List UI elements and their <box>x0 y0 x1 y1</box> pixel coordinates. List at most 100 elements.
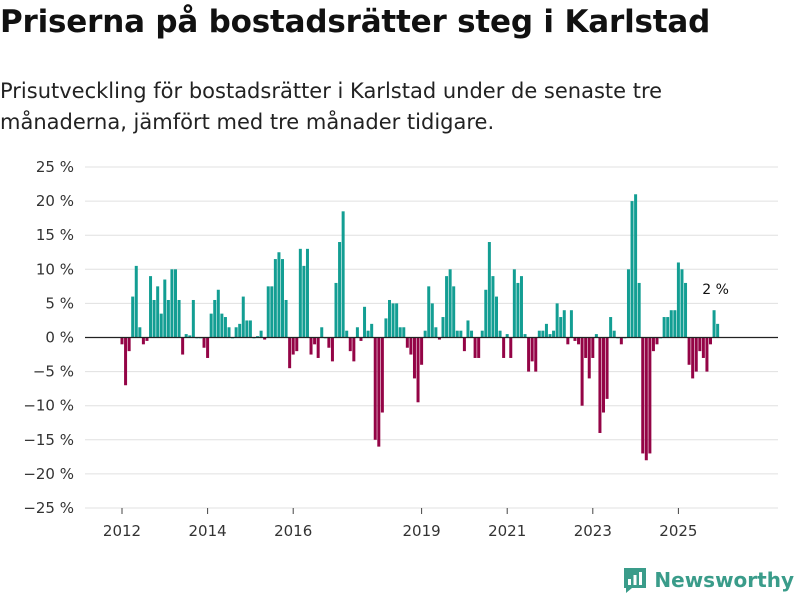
x-tick-label: 2023 <box>574 522 612 540</box>
bar <box>687 337 691 365</box>
bar <box>487 242 491 338</box>
bar <box>338 242 342 338</box>
bar <box>320 327 324 338</box>
bar <box>423 330 427 338</box>
bar <box>544 323 548 338</box>
x-tick-label: 2021 <box>488 522 526 540</box>
bar <box>587 337 591 379</box>
newsworthy-brand[interactable]: Newsworthy <box>622 566 794 594</box>
bar <box>241 296 245 338</box>
x-tick-label: 2016 <box>274 522 312 540</box>
bar <box>227 327 231 338</box>
bar <box>480 330 484 338</box>
bar <box>348 337 352 352</box>
bar <box>648 337 652 454</box>
brand-name: Newsworthy <box>654 568 794 592</box>
bar <box>149 276 153 338</box>
bar <box>573 337 577 341</box>
y-tick-label: −5 % <box>33 363 74 381</box>
bar <box>341 211 345 338</box>
x-tick-label: 2014 <box>189 522 227 540</box>
newsworthy-logo-icon <box>624 568 647 593</box>
bar <box>594 334 598 338</box>
bar <box>295 337 299 352</box>
bar <box>541 330 545 338</box>
bar <box>134 265 138 338</box>
bar <box>577 337 581 345</box>
bar <box>634 194 638 338</box>
y-tick-label: 0 % <box>45 329 74 347</box>
bar <box>316 337 320 358</box>
bar <box>216 289 220 338</box>
bar <box>163 279 167 338</box>
bar <box>459 330 463 338</box>
bar <box>277 252 281 338</box>
bar <box>220 313 224 338</box>
bar <box>562 310 566 338</box>
bar <box>259 330 263 338</box>
bar <box>470 330 474 338</box>
bar <box>298 248 302 338</box>
bar <box>391 303 395 338</box>
bar <box>445 276 449 338</box>
bar <box>605 337 609 399</box>
bar <box>523 334 527 338</box>
bar <box>412 337 416 379</box>
bar <box>434 327 438 338</box>
bar <box>441 317 445 338</box>
bar <box>705 337 709 372</box>
bar <box>395 303 399 338</box>
y-tick-label: 10 % <box>36 260 74 278</box>
chart-title: Priserna på bostadsrätter steg i Karlsta… <box>0 4 711 40</box>
bar <box>273 259 277 338</box>
bar <box>666 317 670 338</box>
bar <box>673 310 677 338</box>
bar <box>569 310 573 338</box>
bar <box>505 334 509 338</box>
bar <box>448 269 452 338</box>
bar <box>206 337 210 358</box>
bar <box>516 282 520 338</box>
bar <box>712 310 716 338</box>
bar <box>462 337 466 352</box>
bar <box>466 320 470 338</box>
bar <box>701 337 705 358</box>
y-tick-label: 20 % <box>36 192 74 210</box>
bar <box>166 299 170 338</box>
bar <box>284 299 288 338</box>
bar <box>370 323 374 338</box>
bar <box>512 269 516 338</box>
bar <box>202 337 206 348</box>
bar <box>384 318 388 338</box>
bar <box>156 286 160 338</box>
bar <box>159 313 163 338</box>
bar <box>345 330 349 338</box>
bar <box>363 306 367 338</box>
bar <box>519 276 523 338</box>
bar <box>184 334 188 338</box>
bar <box>437 337 441 340</box>
bar <box>152 299 156 338</box>
bar <box>566 337 570 345</box>
bar <box>238 323 242 338</box>
bar <box>427 286 431 338</box>
bar <box>330 337 334 362</box>
bar <box>373 337 377 440</box>
bar <box>213 299 217 338</box>
bar <box>141 337 145 345</box>
bar <box>455 330 459 338</box>
bar <box>327 337 331 348</box>
bar <box>502 337 506 358</box>
y-tick-label: −20 % <box>23 465 74 483</box>
bar <box>709 337 712 345</box>
bar <box>409 337 413 355</box>
bar <box>684 282 688 338</box>
bar <box>398 327 402 338</box>
bar <box>591 337 595 358</box>
bar <box>263 337 267 340</box>
bar <box>609 317 613 338</box>
bar <box>366 330 370 338</box>
bar <box>509 337 513 358</box>
bar <box>580 337 584 406</box>
bar <box>288 337 292 369</box>
